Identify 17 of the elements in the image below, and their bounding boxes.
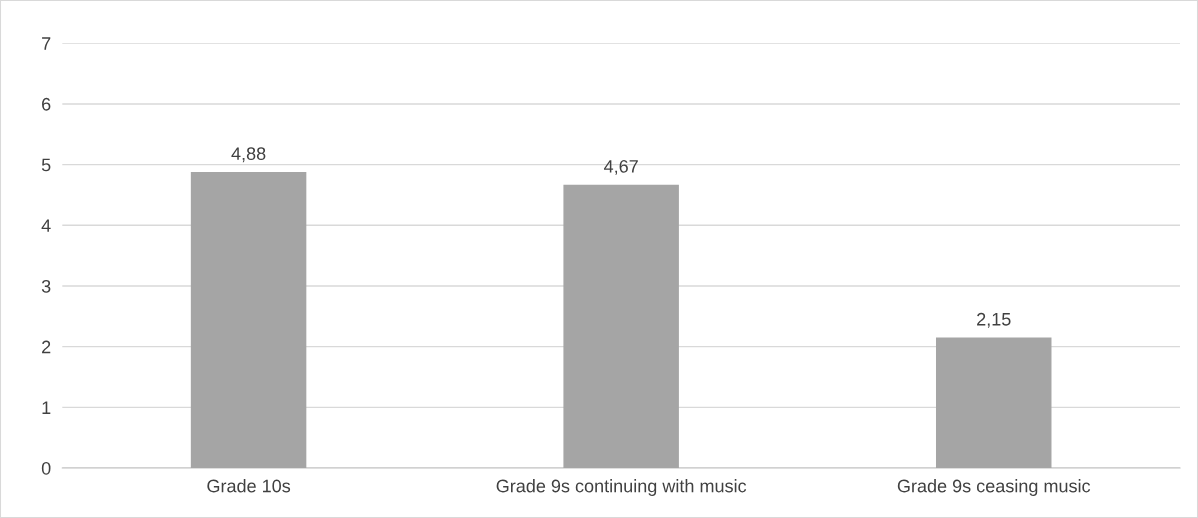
x-tick-label: Grade 9s continuing with music [496,479,747,496]
y-tick-label: 1 [42,401,51,414]
data-label: 2,15 [977,312,1011,328]
y-tick-label: 6 [42,97,51,111]
y-tick-label: 4 [41,219,51,232]
y-tick-label: 5 [41,158,51,172]
y-tick-label: 2 [42,340,51,354]
y-tick-label: 0 [41,461,51,475]
data-label: 4,88 [231,147,266,163]
bar [563,184,679,469]
data-label: 4,67 [604,159,638,175]
bar [935,337,1052,469]
x-tick-label: Grade 10s [207,479,291,493]
x-tick-label: Grade 9s ceasing music [897,479,1091,496]
y-tick-label: 3 [41,279,51,293]
y-tick-label: 7 [42,37,51,50]
bar [190,171,307,469]
